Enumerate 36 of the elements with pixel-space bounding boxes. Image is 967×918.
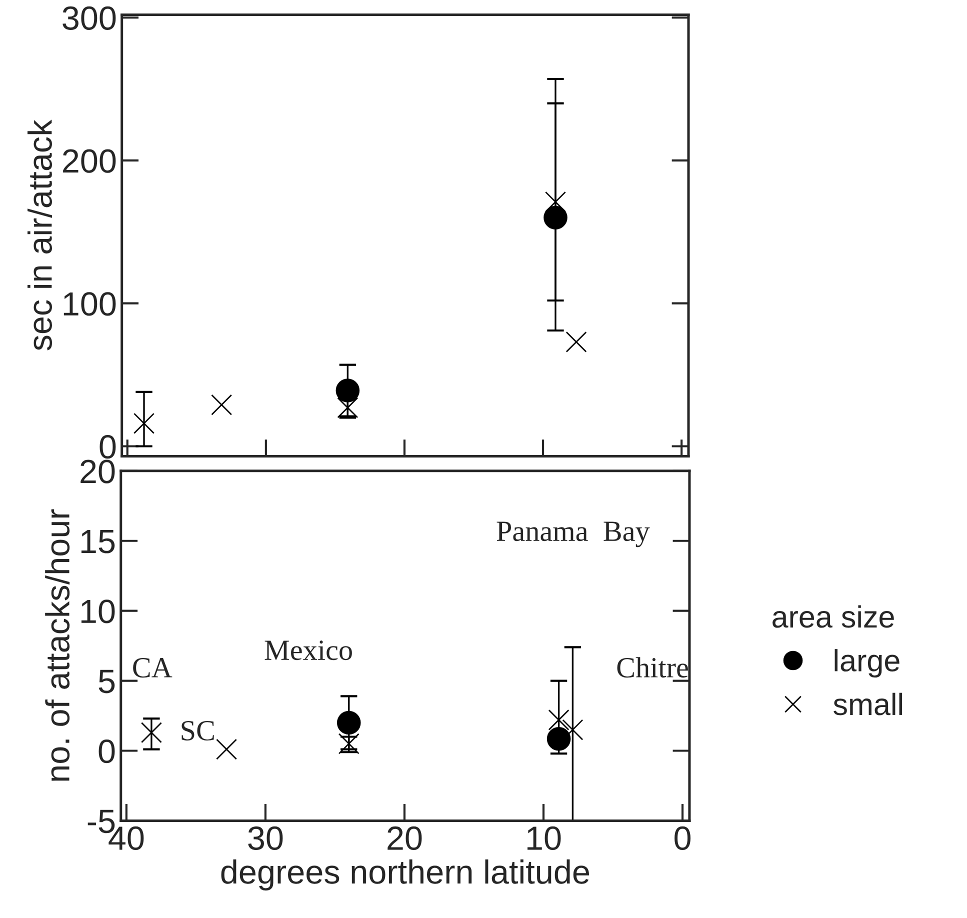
point	[546, 726, 571, 751]
y-tick-label: 200	[63, 149, 116, 173]
x-tick-label: 20	[388, 826, 422, 850]
x-tick-label: 10	[528, 826, 561, 850]
annotation: Panama Bay	[496, 522, 650, 548]
y-tick-label: 100	[64, 292, 116, 316]
legend-label: small	[834, 692, 902, 716]
y-tick-label: 300	[62, 6, 116, 30]
y-tick-label: 5	[98, 670, 115, 694]
y-tick-label: 20	[80, 460, 115, 484]
point	[336, 378, 360, 402]
point	[133, 412, 155, 434]
x-tick-label: 30	[248, 826, 283, 850]
x-tick-label: 0	[674, 826, 690, 850]
legend-title: area size	[772, 605, 894, 628]
point	[211, 394, 232, 416]
y-axis-title: no. of attacks/hour	[45, 509, 70, 781]
point	[566, 331, 587, 352]
point	[336, 710, 361, 735]
point	[140, 722, 162, 744]
x-axis-title: degrees northern latitude	[221, 859, 590, 890]
point	[544, 191, 566, 212]
point	[216, 738, 238, 760]
point	[562, 719, 584, 740]
y-tick-label: 10	[81, 600, 115, 624]
point	[548, 709, 570, 730]
y-axis-title: sec in air/attack	[28, 120, 52, 350]
y-tick-label: 0	[100, 435, 116, 459]
y-tick-label: 15	[81, 530, 115, 554]
annotation: Mexico	[264, 640, 352, 660]
annotation: Chitre	[617, 657, 688, 678]
annotation: SC	[182, 720, 214, 741]
point	[544, 206, 568, 230]
legend-label: large	[834, 649, 900, 678]
annotation: CA	[133, 658, 172, 678]
y-tick-label: 0	[98, 740, 115, 764]
